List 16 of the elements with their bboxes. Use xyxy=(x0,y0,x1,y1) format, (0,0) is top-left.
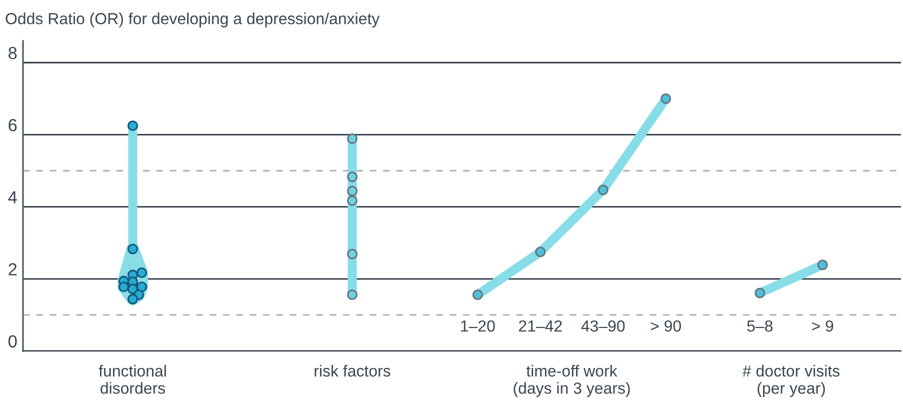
y-axis-title: Odds Ratio (OR) for developing a depression/anxiety xyxy=(6,12,380,28)
y-tick-label: 2 xyxy=(8,263,17,276)
text: # doctor visits (per year) xyxy=(742,364,840,397)
x-tick-label: 21–42 xyxy=(518,320,562,332)
text: time-off work (days in 3 years) xyxy=(514,364,630,397)
x-tick-label: functional disorders xyxy=(98,364,166,394)
y-tick-label: 0 xyxy=(8,335,17,348)
x-tick-label: risk factors xyxy=(314,364,390,377)
x-tick-label: 1–20 xyxy=(461,320,495,332)
y-tick-label: 4 xyxy=(8,191,17,204)
x-tick-label: 5–8 xyxy=(747,320,773,332)
x-tick-label: > 90 xyxy=(650,320,681,332)
y-tick-label: 6 xyxy=(8,118,17,132)
x-tick-label: > 9 xyxy=(812,320,834,332)
x-tick-label: 43–90 xyxy=(581,320,625,332)
y-tick-label: 8 xyxy=(8,46,17,60)
